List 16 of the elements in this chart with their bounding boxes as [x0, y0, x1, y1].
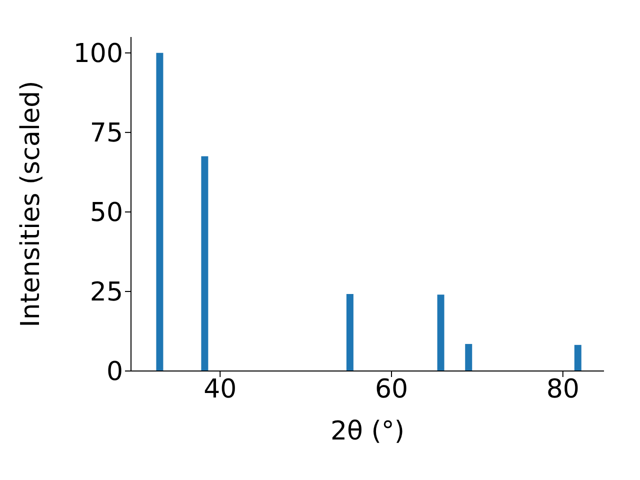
x-axis-title: 2θ (°)	[330, 416, 405, 446]
y-tick-label: 75	[90, 118, 123, 149]
y-tick-label: 25	[90, 278, 123, 308]
x-tick-label: 80	[546, 374, 580, 404]
x-tick-label: 40	[204, 374, 237, 404]
bar	[465, 344, 472, 371]
y-tick-label: 50	[90, 198, 123, 228]
bar	[574, 344, 582, 371]
bar	[437, 294, 444, 371]
bar	[201, 156, 208, 371]
y-axis-title: Intensities (scaled)	[16, 80, 46, 328]
y-tick-label: 0	[106, 357, 123, 388]
bar	[346, 294, 354, 371]
x-tick-label: 60	[374, 374, 408, 404]
bar	[156, 52, 164, 371]
y-tick-label: 100	[73, 39, 123, 70]
